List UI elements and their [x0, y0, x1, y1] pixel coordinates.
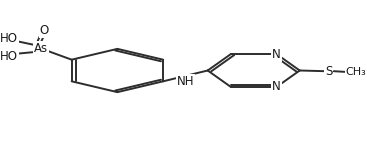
- Text: S: S: [325, 65, 333, 78]
- Text: NH: NH: [177, 75, 194, 88]
- Text: HO: HO: [0, 32, 18, 45]
- Text: As: As: [34, 42, 48, 55]
- Text: CH₃: CH₃: [346, 67, 366, 77]
- Text: N: N: [272, 48, 281, 61]
- Text: O: O: [40, 24, 49, 37]
- Text: HO: HO: [0, 50, 18, 63]
- Text: N: N: [272, 80, 281, 93]
